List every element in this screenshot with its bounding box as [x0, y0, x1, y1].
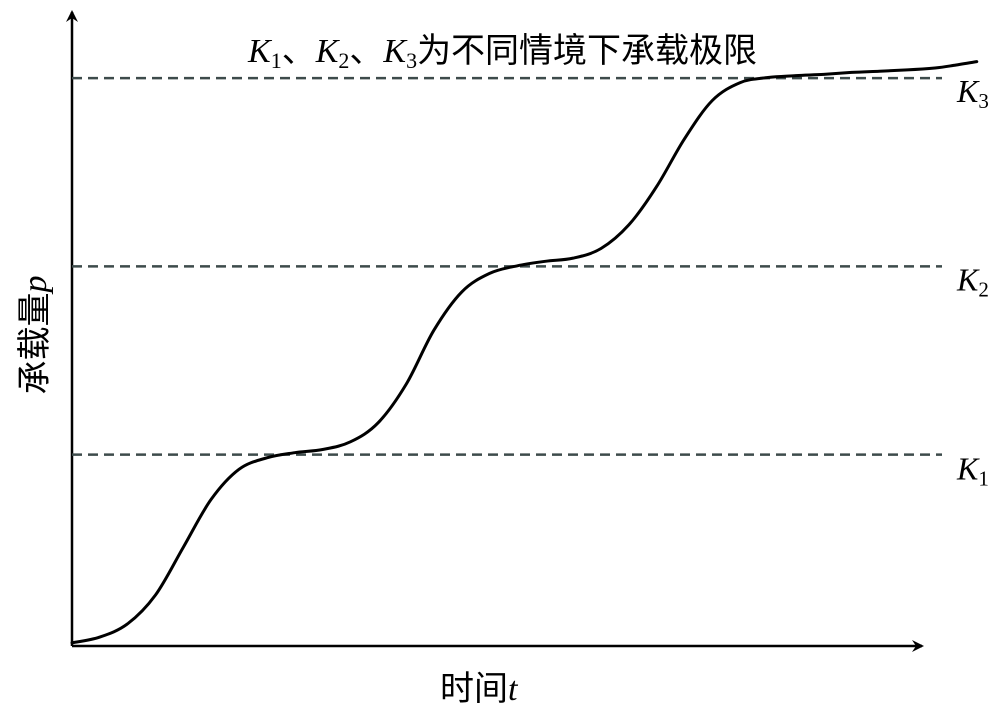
title-k1-sub: 1: [271, 48, 282, 73]
x-axis-label-text: 时间: [440, 669, 508, 709]
x-axis-label: 时间t: [440, 669, 519, 709]
y-axis-label-var: p: [17, 276, 54, 295]
limit-label-k3-name: K: [956, 73, 980, 109]
x-axis-label-var: t: [508, 671, 519, 708]
title-sep1: 、: [282, 31, 316, 71]
title-k1: K: [247, 33, 273, 70]
y-axis-label-text: 承载量: [15, 293, 55, 395]
limit-label-k3-sub: 3: [978, 89, 989, 113]
series-line: [70, 60, 979, 645]
title-k2: K: [315, 33, 341, 70]
limit-label-k1-sub: 1: [978, 467, 989, 491]
title-sep2: 、: [349, 31, 383, 71]
limit-label-k1: K1: [956, 451, 989, 491]
chart-title: K1、K2、K3为不同情境下承载极限: [247, 31, 757, 73]
limit-label-k3: K3: [956, 73, 989, 113]
limit-label-k1-name: K: [956, 451, 980, 487]
title-k3-sub: 3: [406, 48, 417, 73]
title-rest: 为不同情境下承载极限: [417, 31, 757, 71]
limit-label-k2-name: K: [956, 261, 980, 297]
limit-label-k2-sub: 2: [978, 277, 989, 301]
y-axis-label: 承载量p: [15, 276, 55, 395]
title-k2-sub: 2: [338, 48, 349, 73]
limit-label-k2: K2: [956, 261, 989, 301]
title-k3: K: [382, 33, 408, 70]
